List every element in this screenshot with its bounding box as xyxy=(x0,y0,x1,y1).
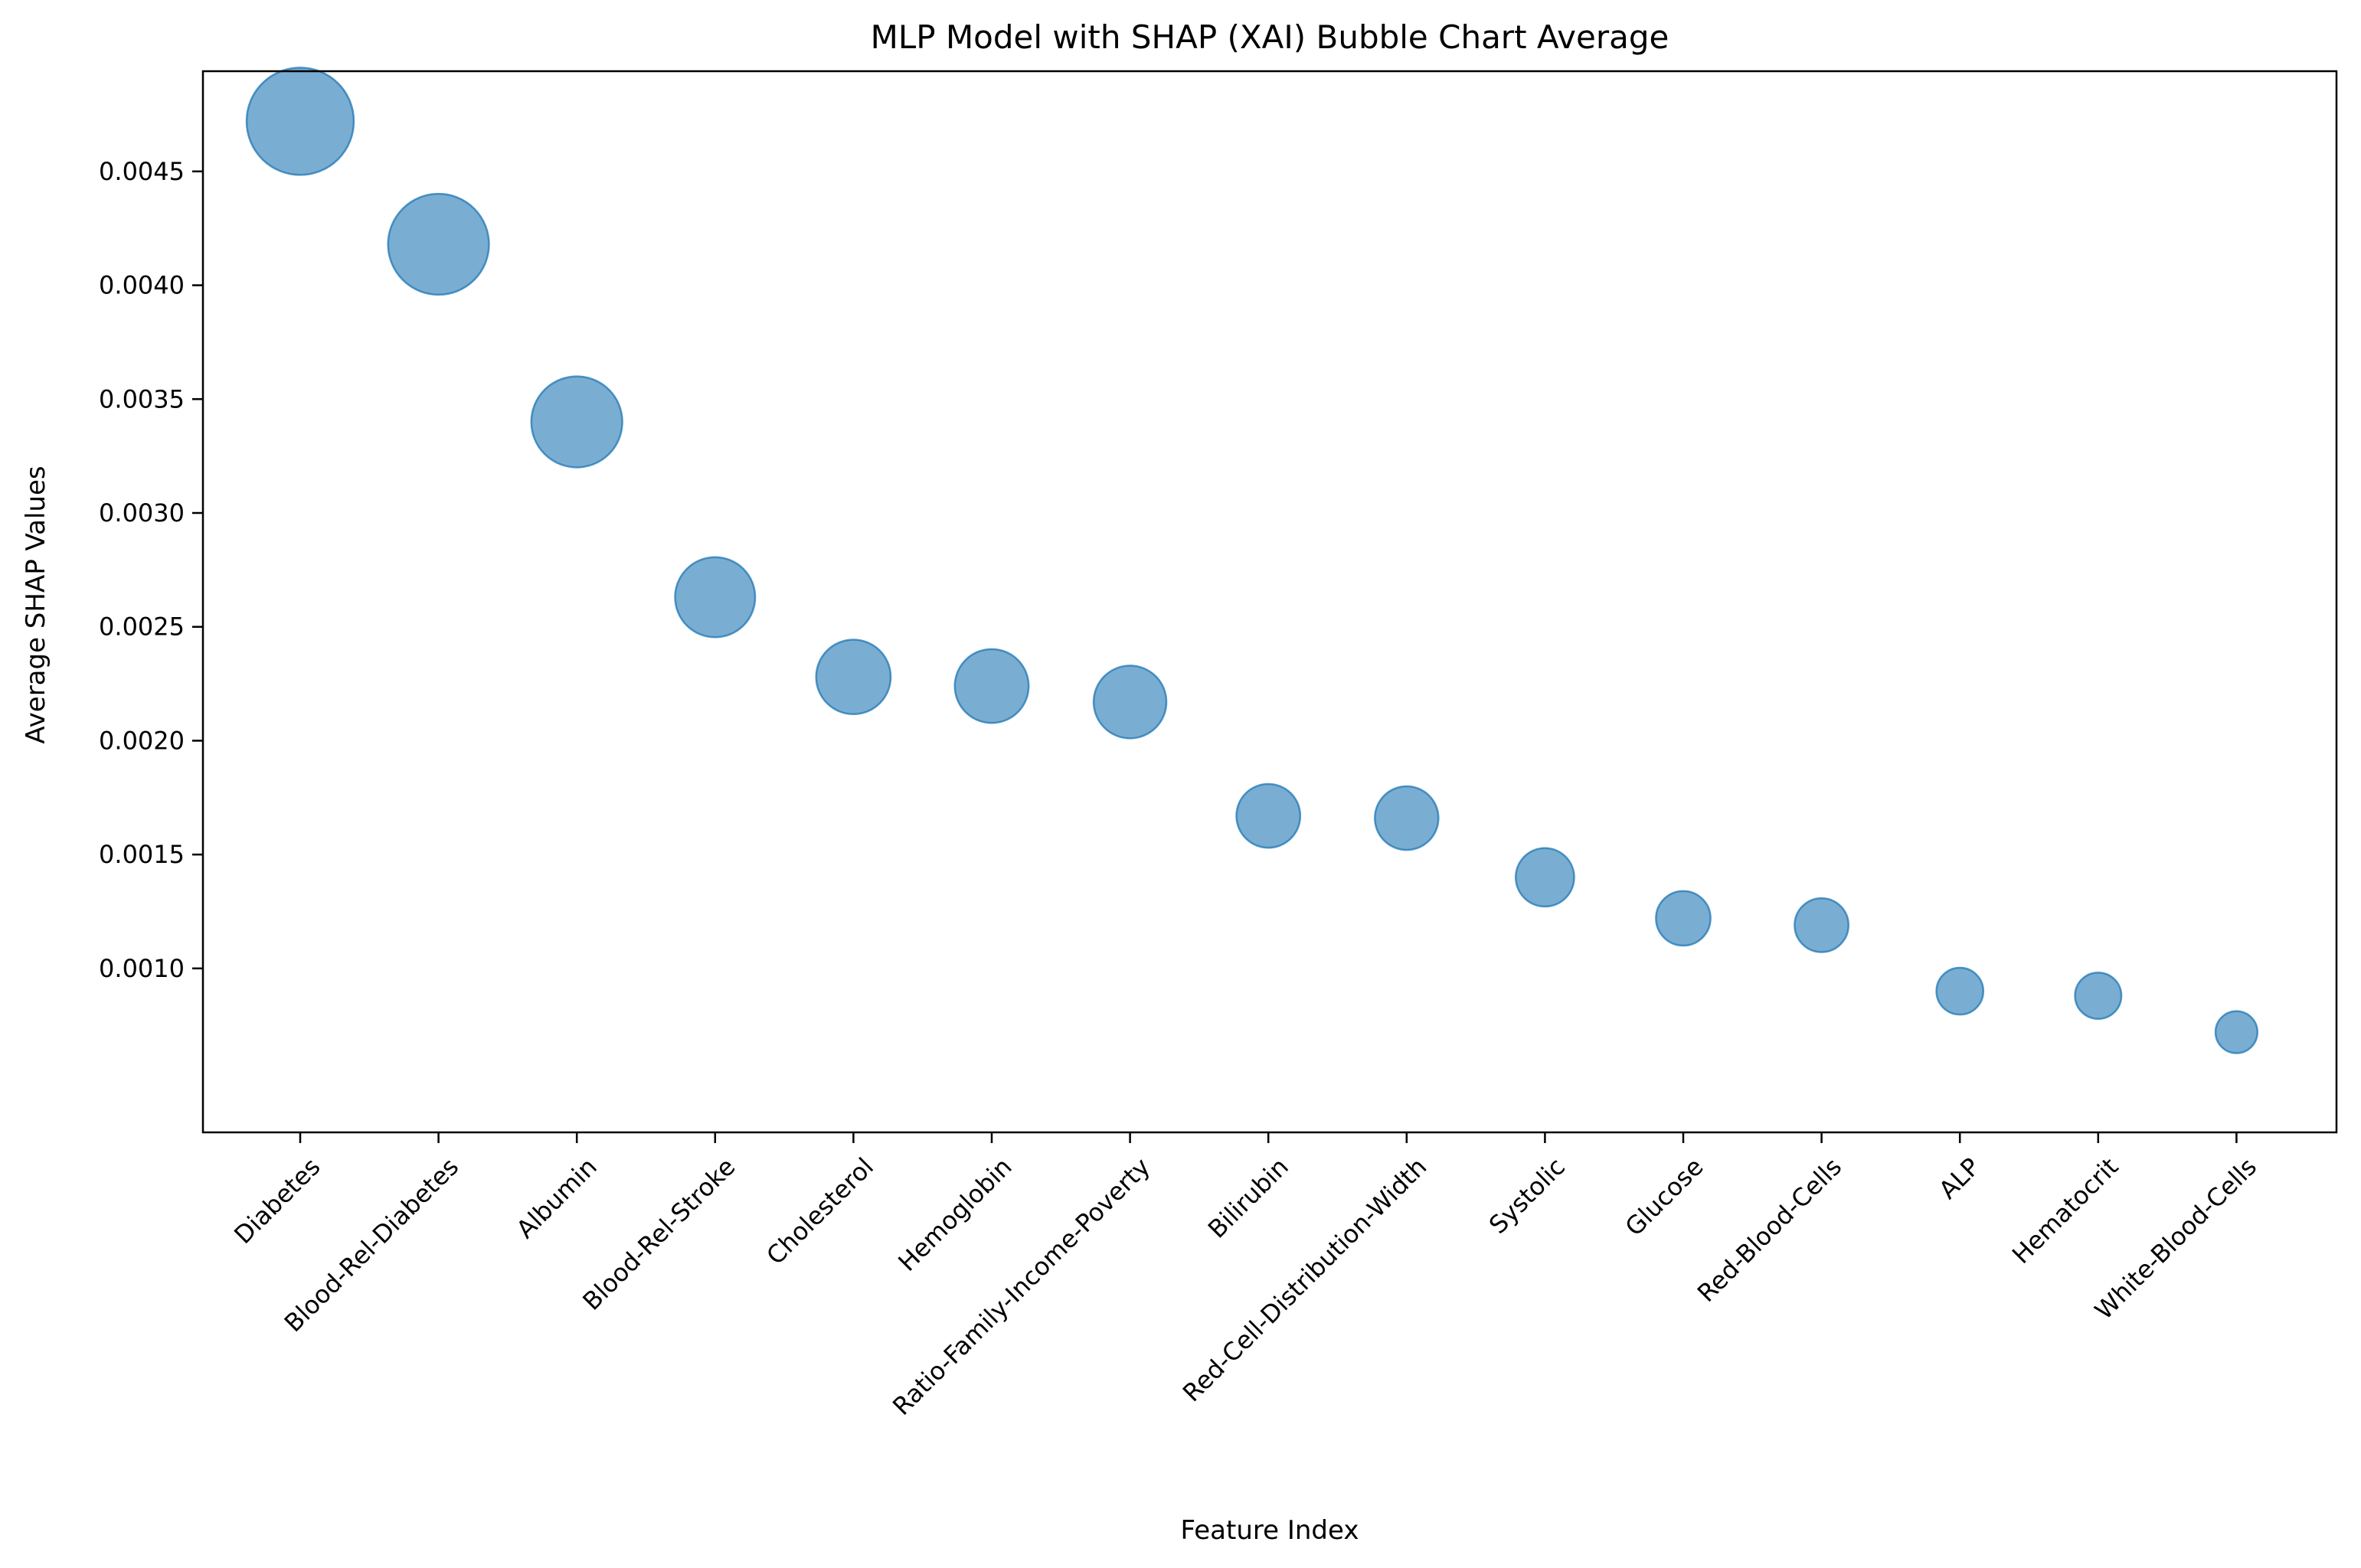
x-tick-label: Blood-Rel-Stroke xyxy=(577,1152,741,1316)
bubble-point xyxy=(815,639,892,716)
bubble-point xyxy=(387,192,490,296)
bubble-point xyxy=(2074,972,2123,1021)
bubble-point xyxy=(1794,897,1849,953)
y-tick-label: 0.0040 xyxy=(99,271,185,300)
x-tick-label: Cholesterol xyxy=(760,1152,879,1271)
x-tick-label: Hemoglobin xyxy=(892,1152,1017,1277)
bubble-point xyxy=(1235,782,1302,849)
bubble-point xyxy=(1935,966,1985,1016)
x-tick-label: Ratio-Family-Income-Poverty xyxy=(887,1152,1156,1421)
x-tick-label: Diabetes xyxy=(228,1152,325,1250)
bubble-series xyxy=(245,67,2258,1054)
bubble-point xyxy=(2214,1010,2258,1054)
bubble-point xyxy=(1655,890,1712,947)
x-tick-label: Systolic xyxy=(1483,1152,1571,1240)
bubble-point xyxy=(1374,785,1440,851)
y-tick-label: 0.0035 xyxy=(99,384,185,413)
x-tick-label: Bilirubin xyxy=(1202,1152,1294,1244)
x-tick-label: Glucose xyxy=(1620,1152,1709,1242)
x-tick-label: Red-Blood-Cells xyxy=(1692,1152,1847,1308)
bubble-point xyxy=(1092,665,1168,740)
x-tick-label: ALP xyxy=(1933,1152,1986,1205)
y-axis-label: Average SHAP Values xyxy=(21,466,51,743)
bubble-point xyxy=(245,67,355,176)
bubble-point xyxy=(953,648,1030,724)
x-tick-label: Red-Cell-Distribution-Width xyxy=(1177,1152,1432,1407)
y-tick-label: 0.0030 xyxy=(99,498,185,528)
x-tick-label: Hematocrit xyxy=(2006,1152,2124,1269)
bubble-point xyxy=(674,556,757,639)
x-tick-label: Albumin xyxy=(511,1152,603,1244)
y-tick-label: 0.0015 xyxy=(99,840,185,869)
y-tick-label: 0.0045 xyxy=(99,157,185,186)
y-axis: 0.0010 0.0015 0.0020 0.0025 0.0030 0.0035 0.00… xyxy=(99,157,203,983)
chart-title: MLP Model with SHAP (XAI) Bubble Chart A… xyxy=(871,18,1669,56)
bubble-point xyxy=(530,375,623,469)
x-axis-label: Feature Index xyxy=(1181,1515,1359,1546)
bubble-point xyxy=(1515,847,1575,908)
y-tick-label: 0.0020 xyxy=(99,726,185,755)
plot-frame xyxy=(201,70,2338,1134)
y-tick-label: 0.0010 xyxy=(99,954,185,983)
y-tick-label: 0.0025 xyxy=(99,612,185,642)
